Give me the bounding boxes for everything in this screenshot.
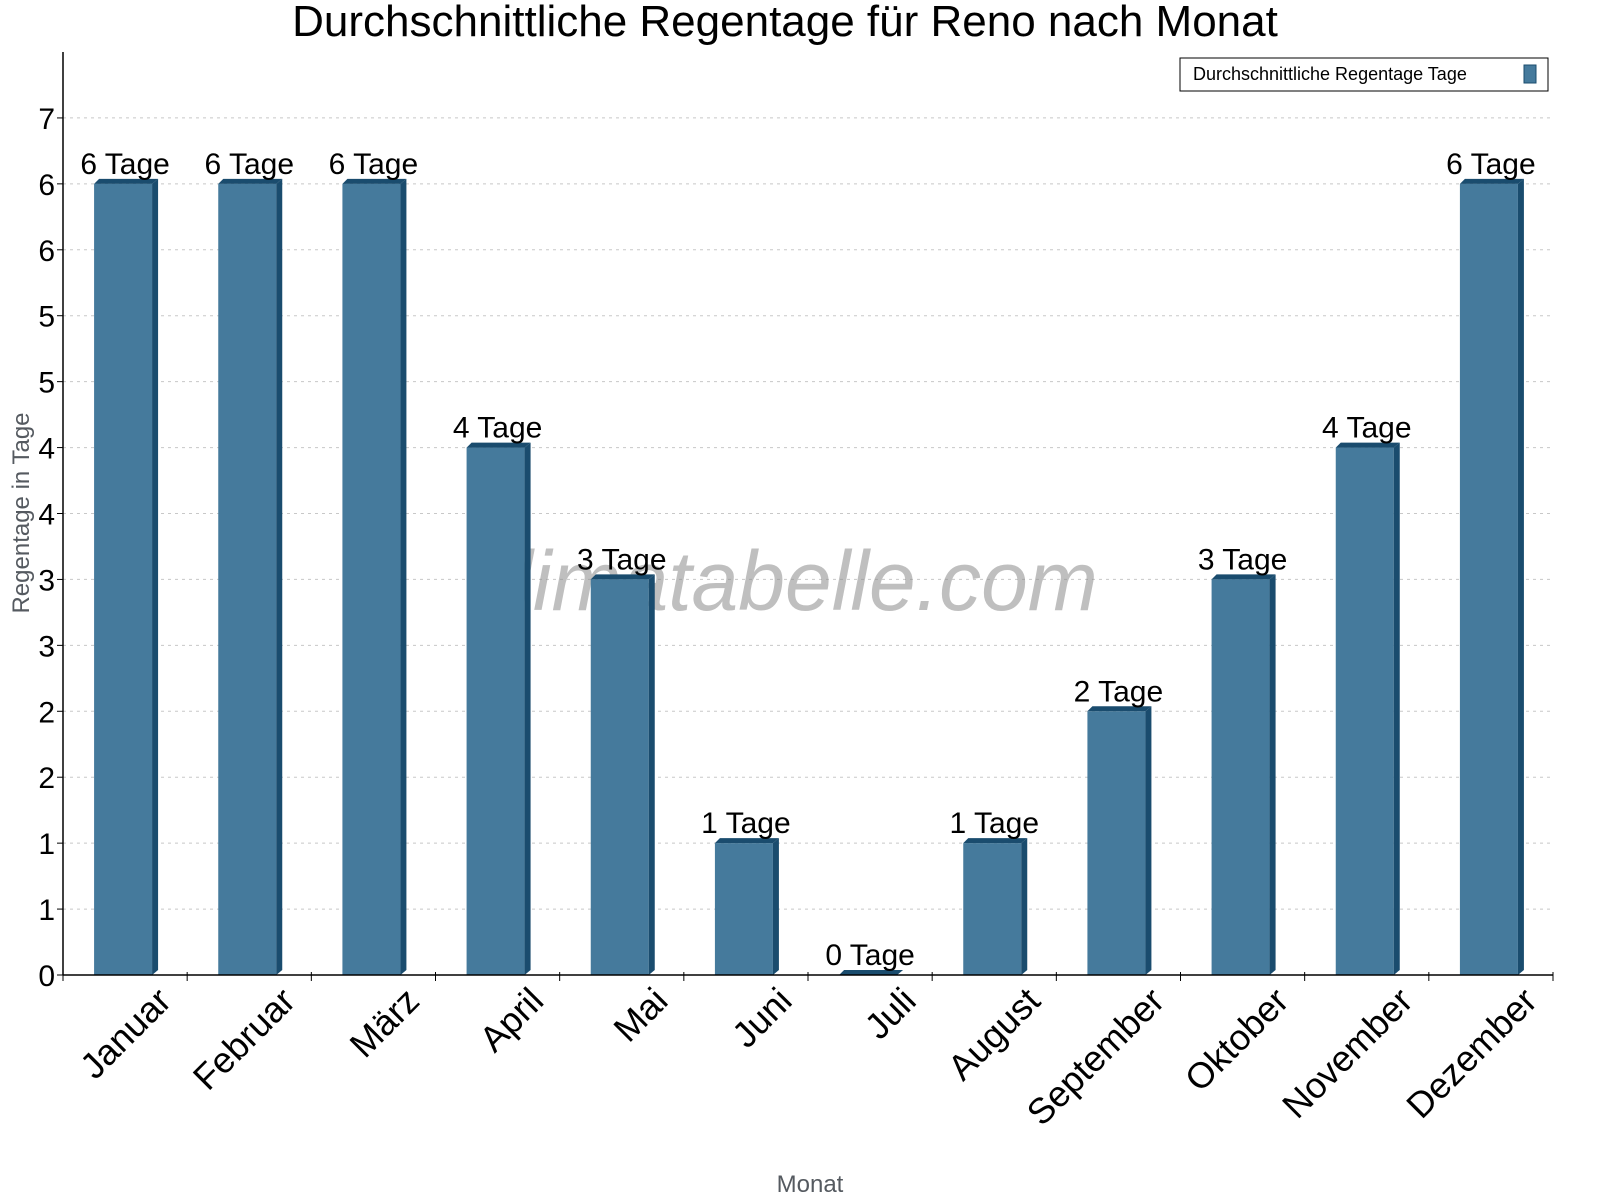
bar-top — [218, 178, 283, 184]
data-label: 4 Tage — [453, 412, 543, 445]
bar-top — [1335, 442, 1400, 448]
bar-januar: 6 Tage — [80, 148, 170, 975]
bar-märz: 6 Tage — [329, 148, 419, 975]
gridlines — [63, 117, 1553, 910]
bar-side — [152, 178, 159, 975]
x-tick-label: Juli — [857, 980, 924, 1047]
data-label: 1 Tage — [949, 807, 1039, 840]
legend-box — [1179, 57, 1549, 92]
y-tick-label: 1 — [38, 828, 55, 861]
y-axis-title: Regentage in Tage — [8, 412, 35, 613]
bar-face — [218, 183, 277, 975]
bar-top — [1211, 574, 1276, 580]
bar-top — [1087, 706, 1152, 712]
bar-mai: 3 Tage — [577, 543, 667, 975]
y-tick-label: 5 — [38, 301, 55, 334]
bar-top — [466, 442, 531, 448]
y-tick-label: 6 — [38, 169, 55, 202]
x-tick-label: März — [342, 980, 428, 1066]
x-tick-label: Mai — [605, 980, 675, 1050]
data-label: 3 Tage — [1198, 543, 1288, 576]
y-tick-label: 2 — [38, 696, 55, 729]
x-tick-label: August — [940, 980, 1048, 1088]
data-label: 6 Tage — [80, 148, 170, 181]
bar-juli: 0 Tage — [825, 939, 915, 975]
y-tick-label: 4 — [38, 499, 55, 532]
bar-side — [276, 178, 283, 975]
x-tick-label: Juni — [724, 980, 800, 1056]
data-label: 1 Tage — [701, 807, 791, 840]
y-tick-label: 7 — [38, 103, 55, 136]
bar-face — [714, 843, 773, 975]
data-label: 4 Tage — [1322, 412, 1412, 445]
x-axis-title: Monat — [777, 1171, 844, 1198]
y-tick-label: 2 — [38, 762, 55, 795]
bar-top — [1459, 178, 1524, 184]
bar-august: 1 Tage — [949, 807, 1039, 975]
bar-side — [1393, 442, 1400, 976]
y-tick-label: 4 — [38, 433, 55, 466]
data-label: 2 Tage — [1074, 675, 1164, 708]
legend-label: Durchschnittliche Regentage Tage — [1193, 64, 1467, 84]
x-tick-label: Januar — [72, 980, 179, 1087]
y-tick-label: 0 — [38, 960, 55, 993]
bar-face — [1335, 447, 1394, 976]
bar-face — [963, 843, 1022, 975]
bar-top — [839, 970, 904, 975]
y-tick-label: 6 — [38, 235, 55, 268]
y-tick-label: 5 — [38, 367, 55, 400]
chart-title: Durchschnittliche Regentage für Reno nac… — [292, 0, 1278, 46]
data-label: 6 Tage — [329, 148, 419, 181]
x-tick-label: Oktober — [1177, 980, 1297, 1100]
y-tick-label: 3 — [38, 564, 55, 597]
bar-face — [590, 579, 649, 975]
y-tick-label: 3 — [38, 630, 55, 663]
bar-februar: 6 Tage — [204, 148, 294, 975]
x-axis: Januar Februar März April Mai Juni Juli AugustS… — [62, 972, 1554, 1133]
y-tick-label: 1 — [38, 894, 55, 927]
bar-face — [342, 183, 401, 975]
y-axis: 0 1 1 2 2 3 3 4 4 5 5 6 6 7 — [38, 52, 64, 993]
bar-side — [1145, 706, 1152, 975]
bar-side — [1021, 838, 1028, 975]
x-tick-label: April — [471, 980, 551, 1060]
bar-top — [963, 838, 1028, 844]
bar-top — [342, 178, 407, 184]
bar-top — [714, 838, 779, 844]
bar-juni: 1 Tage — [701, 807, 791, 975]
x-tick-label: November — [1274, 980, 1420, 1126]
bar-oktober: 3 Tage — [1198, 543, 1288, 975]
bar-face — [466, 447, 525, 976]
bar-side — [1517, 178, 1524, 975]
bar-side — [648, 574, 655, 975]
bar-side — [524, 442, 531, 976]
legend-swatch — [1523, 64, 1537, 84]
bar-april: 4 Tage — [453, 412, 543, 976]
x-tick-label: Dezember — [1398, 980, 1544, 1126]
bar-september: 2 Tage — [1074, 675, 1164, 975]
watermark: klimatabelle.com — [472, 534, 1098, 628]
x-tick-label: Februar — [185, 980, 303, 1098]
bar-face — [1087, 711, 1146, 975]
bar-top — [590, 574, 655, 580]
data-label: 6 Tage — [204, 148, 294, 181]
bar-side — [772, 838, 779, 975]
bar-november: 4 Tage — [1322, 412, 1412, 976]
data-label: 6 Tage — [1446, 148, 1536, 181]
bar-side — [1269, 574, 1276, 975]
data-label: 3 Tage — [577, 543, 667, 576]
bar-face — [1211, 579, 1270, 975]
bar-face — [94, 183, 153, 975]
bar-dezember: 6 Tage — [1446, 148, 1536, 975]
data-label: 0 Tage — [825, 939, 915, 972]
bar-face — [1459, 183, 1518, 975]
bars: 6 Tage 6 Tage 6 Tage 4 Tage 3 Tage 1 Tage 0 Ta… — [80, 148, 1536, 976]
bar-top — [94, 178, 159, 184]
bar-side — [400, 178, 407, 975]
legend: Durchschnittliche Regentage Tage — [1179, 57, 1549, 92]
